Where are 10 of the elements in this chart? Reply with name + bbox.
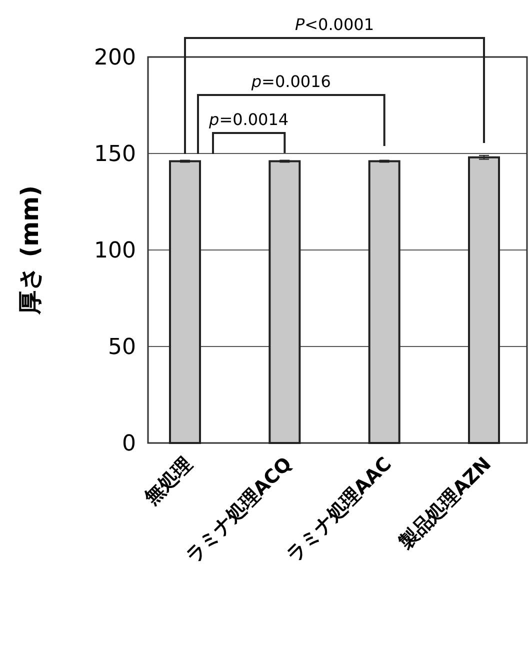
text: P<0.0001	[294, 15, 374, 34]
y-tick-label: 150	[94, 142, 136, 168]
y-tick-label: 50	[108, 335, 136, 360]
y-tick-label: 0	[122, 432, 136, 457]
y-tick-label: 200	[94, 46, 136, 71]
y-tick-label: 100	[94, 238, 136, 264]
x-tick-label: 無処理	[140, 452, 197, 510]
y-axis-title: 厚さ (mm)	[16, 185, 44, 316]
annotation: p=0.0016	[250, 72, 331, 91]
annotation: p=0.0014	[208, 110, 289, 129]
